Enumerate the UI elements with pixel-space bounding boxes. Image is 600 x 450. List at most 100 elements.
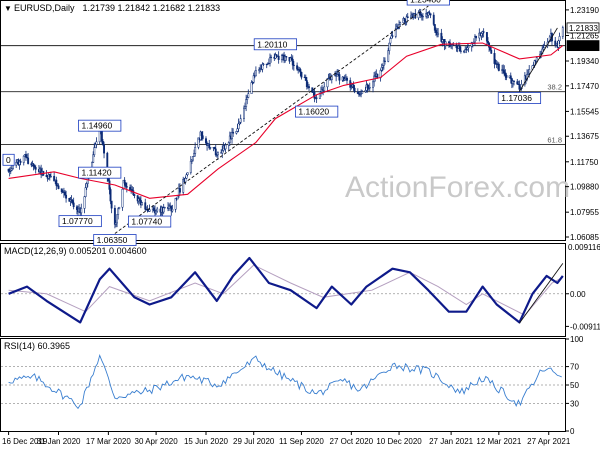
rsi-line xyxy=(8,353,562,410)
candle-body xyxy=(113,207,116,225)
candle-body xyxy=(27,157,30,164)
candle-body xyxy=(60,188,63,192)
price-annotations: 1.23480 1.20110 1.16020 1.17036 1.14960 1.114… xyxy=(2,0,542,246)
rsi-layer: 100 70 50 30 0 xyxy=(1,335,584,436)
annotation-label: 1.20110 xyxy=(257,39,287,49)
candle-body xyxy=(83,196,86,209)
candle-body xyxy=(361,91,364,94)
candle-body xyxy=(11,164,14,169)
candle-body xyxy=(376,73,379,79)
title-arrow-icon: ▼ xyxy=(4,4,12,13)
candle-body xyxy=(323,86,326,92)
candle-body xyxy=(291,59,294,66)
candle-body xyxy=(389,38,392,44)
annotation-label: 1.11420 xyxy=(82,168,112,178)
candle-body xyxy=(124,182,127,187)
date-tick-label: 27 Jan 2021 xyxy=(429,437,474,446)
macd-main-line xyxy=(8,256,564,324)
candle-body xyxy=(247,93,250,98)
candle-body xyxy=(452,44,455,46)
price-title: ▼ EURUSD,Daily 1.21739 1.21842 1.21682 1.… xyxy=(4,3,220,13)
annotation-box xyxy=(127,215,172,228)
date-tick-label: 15 Jun 2020 xyxy=(184,437,229,446)
level-price-tag xyxy=(566,40,600,52)
rsi-title: RSI(14) 60.3965 xyxy=(4,341,70,351)
price-tick-label: 1.06085 xyxy=(570,233,599,242)
candle-body xyxy=(116,214,119,224)
candle-body xyxy=(216,152,219,156)
candle-body xyxy=(300,71,303,78)
candle-body xyxy=(93,147,96,156)
candle-body xyxy=(429,13,432,16)
candle-body xyxy=(121,188,124,208)
candle-body xyxy=(513,80,515,82)
candle-body xyxy=(64,191,66,196)
candle-body xyxy=(343,78,346,81)
candle-body xyxy=(261,63,264,70)
candle-body xyxy=(353,87,356,93)
date-tick-label: 12 Mar 2021 xyxy=(476,437,521,446)
candle-body xyxy=(292,64,295,66)
candle-body xyxy=(285,56,288,58)
candle-body xyxy=(80,208,83,214)
candle-body xyxy=(399,22,402,26)
candle-body xyxy=(185,174,188,179)
candle-body xyxy=(557,40,560,48)
candle-body xyxy=(182,178,185,193)
candle-body xyxy=(174,198,177,210)
candle-body xyxy=(384,60,386,62)
candle-body xyxy=(387,50,390,62)
candle-body xyxy=(338,74,341,81)
candle-body xyxy=(270,56,273,59)
candle-body xyxy=(421,16,424,18)
candle-body xyxy=(133,194,136,196)
macd-tick-label: -0.009116 xyxy=(570,322,600,331)
date-tick-label: 11 Sep 2020 xyxy=(279,437,324,446)
candle-body xyxy=(497,63,500,71)
candle-body xyxy=(193,153,196,157)
candle-body xyxy=(110,200,113,209)
candle-body xyxy=(428,12,431,14)
candle-body xyxy=(406,16,409,19)
candle-body xyxy=(433,24,436,31)
annotation-label: 1.17036 xyxy=(501,93,532,103)
price-tick-label: 1.13675 xyxy=(570,132,599,141)
candle-body xyxy=(65,194,68,199)
price-tick-label: 1.17470 xyxy=(570,82,599,91)
candle-body xyxy=(163,207,166,209)
candle-body xyxy=(485,32,488,42)
candle-body xyxy=(296,65,299,70)
annotation-label: 1.14960 xyxy=(82,121,113,131)
candle-body xyxy=(155,210,158,214)
price-tick-label: 1.09880 xyxy=(570,183,599,192)
candle-body xyxy=(209,147,212,149)
annotation-box xyxy=(93,234,137,246)
candle-body xyxy=(156,208,159,212)
candle-body xyxy=(227,142,230,146)
candle-body xyxy=(224,144,227,150)
price-tags: 1.21833 1.20500 xyxy=(566,22,600,52)
candle-body xyxy=(558,36,561,42)
date-tick-label: 31 Jan 2020 xyxy=(36,437,81,446)
candle-body xyxy=(380,67,383,71)
price-axis-background xyxy=(566,0,600,450)
price-tick-label: 1.15545 xyxy=(570,107,599,116)
level-price-label: 1.20500 xyxy=(569,42,598,51)
candle-body xyxy=(141,202,143,206)
candle-body xyxy=(299,69,302,73)
candle-body xyxy=(57,185,60,189)
candle-body xyxy=(254,70,257,77)
candle-body xyxy=(356,91,359,94)
price-trendline xyxy=(114,5,429,234)
candle-body xyxy=(144,202,147,210)
candle-body xyxy=(504,72,507,76)
candle-body xyxy=(176,195,179,200)
price-axis: 1.23190 1.21265 1.19340 1.17470 1.15545 1.136… xyxy=(565,6,599,242)
candle-body xyxy=(280,55,283,60)
candle-body xyxy=(205,138,207,144)
candle-body xyxy=(432,14,435,25)
annotation-label: 1.07770 xyxy=(62,216,93,226)
candle-body xyxy=(459,50,462,52)
